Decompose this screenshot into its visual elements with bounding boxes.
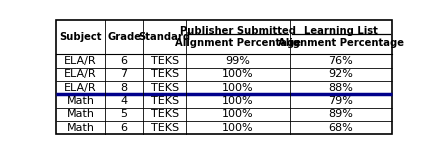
Text: Math: Math [66, 123, 94, 133]
Text: 4: 4 [121, 96, 128, 106]
Text: 5: 5 [121, 109, 128, 119]
Text: TEKS: TEKS [151, 123, 179, 133]
Text: 99%: 99% [225, 56, 250, 66]
Text: TEKS: TEKS [151, 56, 179, 66]
Text: Subject: Subject [59, 32, 102, 42]
Text: 68%: 68% [328, 123, 353, 133]
Text: Math: Math [66, 96, 94, 106]
Text: 100%: 100% [222, 83, 253, 93]
Text: 8: 8 [121, 83, 128, 93]
Text: TEKS: TEKS [151, 109, 179, 119]
Text: 88%: 88% [328, 83, 353, 93]
Text: TEKS: TEKS [151, 96, 179, 106]
Text: 100%: 100% [222, 69, 253, 79]
Text: ELA/R: ELA/R [64, 56, 97, 66]
Text: 7: 7 [121, 69, 128, 79]
Text: Grade: Grade [107, 32, 141, 42]
Text: TEKS: TEKS [151, 69, 179, 79]
Text: 89%: 89% [328, 109, 353, 119]
Text: Publisher Submitted
Alignment Percentage: Publisher Submitted Alignment Percentage [175, 26, 301, 49]
Text: Math: Math [66, 109, 94, 119]
Text: ELA/R: ELA/R [64, 83, 97, 93]
Text: 6: 6 [121, 56, 128, 66]
Text: TEKS: TEKS [151, 83, 179, 93]
Text: 100%: 100% [222, 96, 253, 106]
Text: ELA/R: ELA/R [64, 69, 97, 79]
Text: Standard: Standard [139, 32, 191, 42]
Text: 100%: 100% [222, 123, 253, 133]
Text: 76%: 76% [328, 56, 353, 66]
Text: Learning List
Alignment Percentage: Learning List Alignment Percentage [277, 26, 404, 49]
Text: 100%: 100% [222, 109, 253, 119]
Text: 79%: 79% [328, 96, 353, 106]
Text: 6: 6 [121, 123, 128, 133]
Text: 92%: 92% [328, 69, 353, 79]
